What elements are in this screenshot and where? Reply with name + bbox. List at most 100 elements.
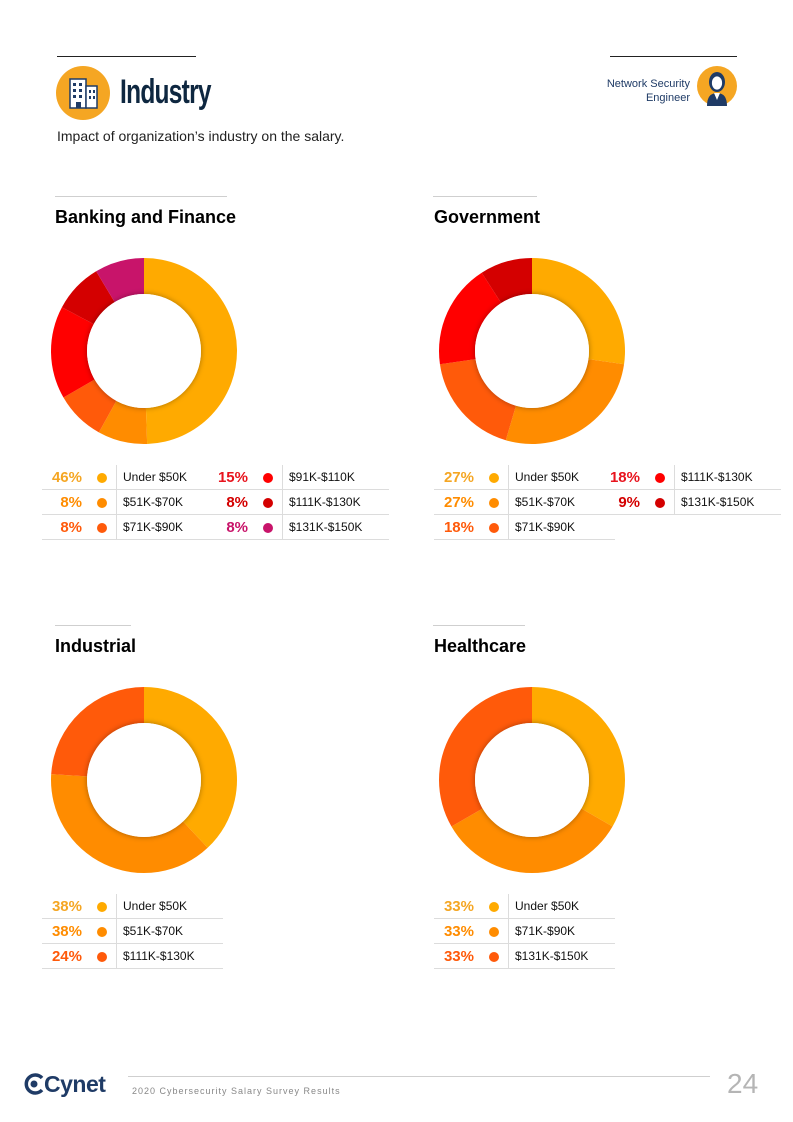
donut-slice-131k-150k <box>96 258 144 303</box>
legend-row: 27% $51K-$70K <box>434 489 615 515</box>
legend-percent: 18% <box>600 465 646 490</box>
legend-dot-icon <box>489 497 499 508</box>
legend-label: $71K-$90K <box>508 918 615 944</box>
donut-slice-71k-90k <box>451 808 613 873</box>
donut-slice-91k-110k <box>50 307 95 398</box>
donut-slice-under-50k <box>144 687 238 848</box>
legend-row: 9% $131K-$150K <box>600 489 781 515</box>
legend-dot-cell <box>480 894 509 919</box>
legend-banking-right: 15% $91K-$110K 8% $111K-$130K 8% $131K-$150K <box>208 465 389 540</box>
legend-dot-cell <box>480 514 509 540</box>
cynet-logo-icon <box>22 1072 46 1096</box>
legend-label: $51K-$70K <box>116 489 223 515</box>
donut-chart-banking <box>50 258 238 444</box>
footer-rule <box>128 1076 710 1077</box>
legend-row: 18% $71K-$90K <box>434 514 615 540</box>
legend-row: 33% $71K-$90K <box>434 918 615 944</box>
engineer-avatar-icon <box>697 66 737 106</box>
legend-dot-icon <box>655 497 665 508</box>
legend-dot-icon <box>489 951 499 962</box>
role-label: Network Security Engineer <box>580 77 690 105</box>
donut-chart-government <box>439 258 625 444</box>
donut-slice-111k-130k <box>439 272 502 365</box>
legend-label: $131K-$150K <box>674 489 781 515</box>
footer-text: 2020 Cybersecurity Salary Survey Results <box>132 1086 341 1096</box>
donut-hole <box>475 294 589 408</box>
legend-dot-cell <box>254 465 283 490</box>
page-title: Industry <box>120 73 212 111</box>
legend-row: 8% $131K-$150K <box>208 514 389 540</box>
donut-chart-industrial <box>51 687 238 873</box>
legend-label: $51K-$70K <box>116 918 223 944</box>
legend-industrial: 38% Under $50K 38% $51K-$70K 24% $111K-$130K <box>42 894 223 969</box>
legend-percent: 9% <box>600 489 646 515</box>
legend-label: Under $50K <box>508 465 615 490</box>
legend-row: 33% $131K-$150K <box>434 943 615 969</box>
header-rule-left <box>57 56 196 57</box>
legend-label: $91K-$110K <box>282 465 389 490</box>
legend-percent: 18% <box>434 514 480 540</box>
legend-dot-cell <box>88 894 117 919</box>
donut-slice-under-50k <box>532 687 625 827</box>
legend-dot-icon <box>263 522 273 533</box>
section-title-banking: Banking and Finance <box>55 207 237 227</box>
legend-row: 38% $51K-$70K <box>42 918 223 944</box>
section-rule-banking <box>55 196 227 197</box>
legend-label: $111K-$130K <box>116 943 223 969</box>
page-number: 24 <box>727 1068 759 1099</box>
legend-dot-cell <box>254 489 283 515</box>
legend-row: 38% Under $50K <box>42 894 223 919</box>
legend-dot-cell <box>646 465 675 490</box>
legend-dot-icon <box>97 926 107 937</box>
donut-slice-under-50k <box>144 258 238 444</box>
legend-label: $111K-$130K <box>282 489 389 515</box>
legend-dot-cell <box>88 514 117 540</box>
legend-percent: 27% <box>434 489 480 515</box>
legend-percent: 33% <box>434 943 480 969</box>
legend-percent: 33% <box>434 894 480 919</box>
donut-hole <box>87 294 201 408</box>
legend-dot-icon <box>97 497 107 508</box>
legend-dot-icon <box>97 951 107 962</box>
donut-slice-51k-70k <box>51 774 208 873</box>
legend-row: 18% $111K-$130K <box>600 465 781 490</box>
legend-dot-cell <box>88 943 117 969</box>
legend-percent: 38% <box>42 918 88 944</box>
legend-label: $71K-$90K <box>508 514 615 540</box>
section-rule-industrial <box>55 625 131 626</box>
legend-dot-cell <box>254 514 283 540</box>
legend-dot-cell <box>88 918 117 944</box>
donut-slice-51k-70k <box>98 400 148 444</box>
legend-percent: 46% <box>42 465 88 490</box>
legend-percent: 8% <box>208 514 254 540</box>
legend-label: Under $50K <box>116 894 223 919</box>
role-line-2: Engineer <box>645 92 690 104</box>
legend-percent: 38% <box>42 894 88 919</box>
legend-dot-icon <box>489 472 499 483</box>
legend-percent: 8% <box>208 489 254 515</box>
legend-label: $131K-$150K <box>508 943 615 969</box>
legend-dot-cell <box>480 918 509 944</box>
donut-slice-71k-90k <box>439 359 516 441</box>
legend-dot-icon <box>97 472 107 483</box>
legend-label: $131K-$150K <box>282 514 389 540</box>
section-title-industrial: Industrial <box>55 636 137 656</box>
donut-hole <box>87 723 201 837</box>
page-subtitle: Impact of organization’s industry on the… <box>57 128 345 144</box>
section-title-healthcare: Healthcare <box>434 636 527 656</box>
legend-percent: 24% <box>42 943 88 969</box>
legend-dot-cell <box>88 465 117 490</box>
legend-government-right: 18% $111K-$130K 9% $131K-$150K <box>600 465 781 515</box>
legend-percent: 8% <box>42 514 88 540</box>
legend-dot-cell <box>480 465 509 490</box>
legend-row: 8% $51K-$70K <box>42 489 223 515</box>
donut-slice-under-50k <box>532 258 625 365</box>
legend-dot-icon <box>489 522 499 533</box>
cynet-logo-text: Cynet <box>44 1071 106 1097</box>
donut-slice-131k-150k <box>481 258 532 304</box>
donut-slice-111k-130k <box>61 271 115 325</box>
donut-hole <box>475 723 589 837</box>
legend-dot-cell <box>480 489 509 515</box>
legend-dot-icon <box>97 901 107 912</box>
legend-dot-icon <box>263 497 273 508</box>
